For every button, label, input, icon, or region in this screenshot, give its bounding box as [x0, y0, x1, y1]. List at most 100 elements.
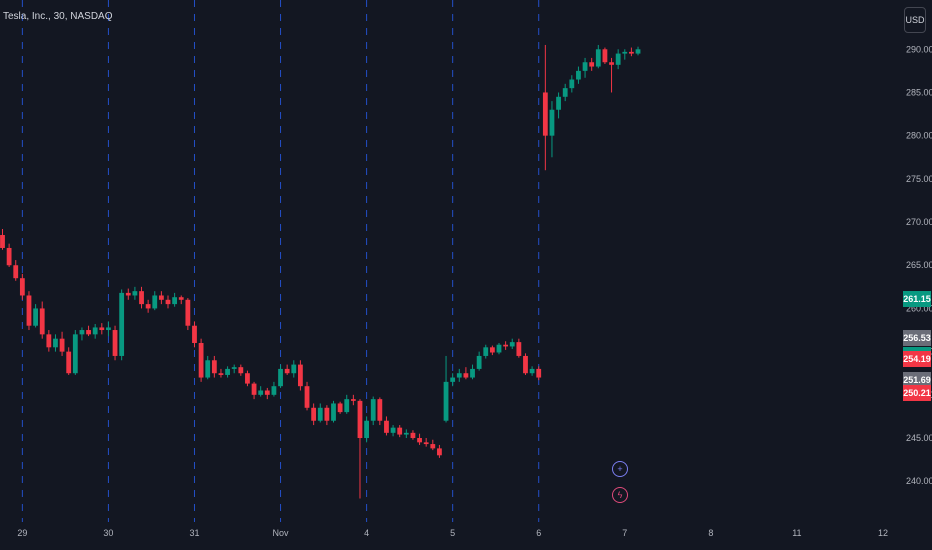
- price-tick-label: 270.00: [906, 217, 932, 227]
- candle: [178, 295, 184, 305]
- candle: [430, 439, 436, 451]
- candle: [192, 321, 197, 348]
- candle: [489, 345, 495, 356]
- candle: [529, 366, 535, 376]
- candle: [503, 341, 509, 350]
- candle: [119, 289, 125, 361]
- price-badge: 261.15: [903, 290, 931, 307]
- candle: [324, 405, 330, 426]
- symbol-title[interactable]: Tesla, Inc., 30, NASDAQ: [3, 11, 113, 22]
- candle: [635, 46, 641, 56]
- candle: [26, 291, 32, 331]
- candle: [6, 243, 12, 267]
- candle: [39, 301, 45, 339]
- candle: [145, 299, 151, 313]
- candle: [390, 425, 396, 437]
- candle: [417, 433, 422, 445]
- candle: [152, 291, 158, 311]
- candle: [317, 403, 323, 423]
- candle: [470, 364, 475, 380]
- candle: [53, 334, 58, 352]
- candle: [46, 330, 52, 352]
- time-axis[interactable]: 29 30 31 Nov 4 5 6 7 8 11 12: [17, 528, 888, 538]
- candle: [423, 438, 429, 447]
- time-tick-label: 29: [17, 528, 27, 538]
- candle: [86, 325, 91, 337]
- price-tick-label: 245.00: [906, 433, 932, 443]
- candle: [165, 295, 171, 309]
- candle: [569, 75, 575, 93]
- candle: [509, 338, 515, 350]
- candle: [106, 321, 111, 337]
- candle: [185, 298, 191, 331]
- candle: [331, 400, 336, 423]
- candle: [483, 344, 489, 359]
- candle: [523, 353, 528, 375]
- candle: [443, 355, 449, 423]
- candle: [231, 364, 237, 374]
- candle: [298, 360, 303, 391]
- candle: [437, 444, 442, 458]
- candle: [556, 92, 561, 119]
- price-tick-label: 280.00: [906, 131, 932, 141]
- candle: [158, 291, 164, 305]
- price-tick-label: 260.00: [906, 303, 932, 313]
- price-badge: 251.69: [903, 372, 931, 389]
- candle: [72, 330, 78, 375]
- plus-circle-icon[interactable]: +: [612, 461, 628, 477]
- candle: [304, 381, 310, 411]
- candle: [284, 364, 290, 375]
- candle: [218, 368, 224, 378]
- price-axis[interactable]: 240.00245.00250.00255.00260.00265.00270.…: [906, 44, 932, 486]
- price-tick-label: 275.00: [906, 174, 932, 184]
- candle: [258, 386, 264, 397]
- candle: [238, 364, 244, 376]
- price-badge: 256.53: [903, 330, 931, 347]
- candle: [589, 57, 595, 71]
- candle: [357, 399, 363, 499]
- candle: [245, 370, 250, 387]
- candle: [602, 47, 608, 64]
- time-tick-label: Nov: [273, 528, 290, 538]
- candle: [403, 429, 409, 439]
- candle: [225, 366, 230, 378]
- time-tick-label: 8: [708, 528, 713, 538]
- candle: [205, 355, 211, 380]
- session-break-lines: [21, 0, 540, 522]
- candle: [172, 292, 178, 307]
- time-tick-label: 11: [792, 528, 801, 538]
- candle: [609, 57, 614, 93]
- candle: [463, 367, 469, 380]
- price-tick-label: 265.00: [906, 260, 932, 270]
- candle: [198, 338, 204, 382]
- currency-button[interactable]: USD: [904, 7, 926, 33]
- candle: [397, 425, 403, 438]
- candle: [370, 396, 376, 426]
- candle: [450, 373, 456, 387]
- candle: [582, 57, 588, 78]
- candle: [271, 381, 277, 397]
- candle: [112, 325, 118, 361]
- price-tick-label: 285.00: [906, 87, 932, 97]
- candle: [615, 49, 621, 70]
- candle: [311, 403, 317, 426]
- price-tick-label: 290.00: [906, 44, 932, 54]
- time-tick-label: 4: [364, 528, 369, 538]
- price-badge: 250.21: [903, 385, 931, 401]
- candle: [456, 368, 462, 382]
- candle: [350, 394, 356, 406]
- candle: [13, 260, 19, 281]
- candle: [59, 331, 65, 356]
- candle: [410, 430, 416, 440]
- candle: [125, 288, 131, 300]
- candle: [536, 366, 542, 381]
- price-tick-label: 240.00: [906, 476, 932, 486]
- time-tick-label: 5: [450, 528, 455, 538]
- candle: [562, 83, 568, 102]
- candle: [549, 101, 555, 158]
- lightning-icon[interactable]: ϟ: [612, 487, 628, 503]
- candle: [344, 394, 350, 414]
- candle: [99, 323, 105, 335]
- candlestick-series: [0, 44, 641, 499]
